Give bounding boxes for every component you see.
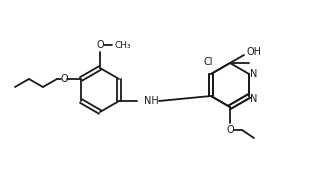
Text: Cl: Cl bbox=[203, 57, 213, 67]
Text: N: N bbox=[250, 69, 258, 79]
Text: CH₃: CH₃ bbox=[115, 41, 132, 50]
Text: N: N bbox=[250, 94, 258, 104]
Text: O: O bbox=[226, 125, 234, 135]
Text: O: O bbox=[60, 74, 68, 84]
Text: OH: OH bbox=[246, 47, 262, 57]
Text: NH: NH bbox=[144, 96, 159, 106]
Text: O: O bbox=[96, 40, 104, 50]
